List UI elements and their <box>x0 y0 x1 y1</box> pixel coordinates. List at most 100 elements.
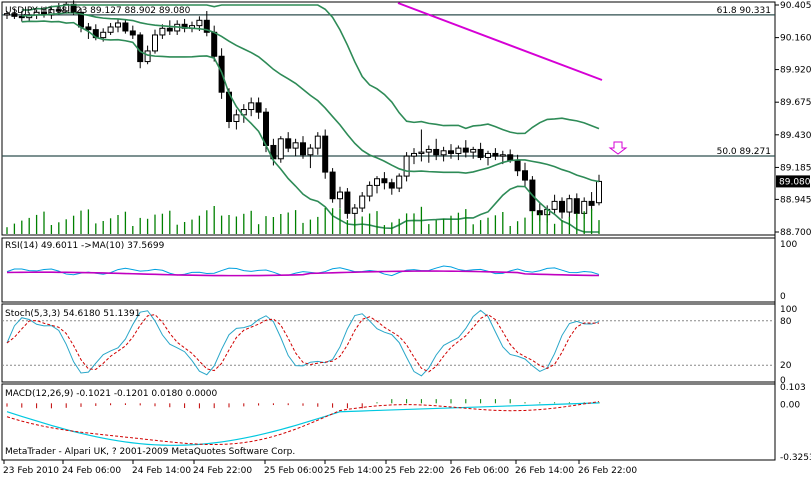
candle-bull <box>418 151 425 154</box>
main-header: USDJPY,H1 88.923 89.127 88.902 89.080 <box>5 6 191 16</box>
candle-bull <box>551 200 558 210</box>
price-axis-label: 90.160 <box>780 34 811 44</box>
candle-bear <box>255 102 262 113</box>
price-axis-label: 89.675 <box>780 98 811 108</box>
candle-bear <box>559 200 565 213</box>
fib-label: 50.0 89.271 <box>717 147 771 157</box>
price-axis-label: 90.405 <box>780 1 811 11</box>
candle-bear <box>129 30 136 36</box>
fib-label: 61.8 90.331 <box>717 6 771 16</box>
candle-bear <box>203 19 210 33</box>
stoch-header: Stoch(5,3,3) 54.6180 51.1391 <box>5 309 141 319</box>
candle-bear <box>122 22 129 32</box>
stoch-axis-label: 80 <box>780 317 792 327</box>
candle-bear <box>329 171 336 200</box>
candle-bull <box>374 178 380 186</box>
candle-bear <box>85 26 92 31</box>
candle-bear <box>322 135 329 173</box>
down-arrow-icon <box>608 141 628 155</box>
candle-bear <box>18 15 25 19</box>
candle-bull <box>100 31 107 39</box>
candle-bull <box>403 155 410 177</box>
candle-bear <box>388 182 395 189</box>
price-axis-label: 89.430 <box>780 131 811 141</box>
candle-bull <box>277 138 284 160</box>
rsi-ma-line <box>6 270 600 277</box>
time-axis-label: 26 Feb 22:00 <box>578 466 637 476</box>
macd-main-line <box>6 402 600 446</box>
time-axis-label: 23 Feb 2010 <box>3 466 59 476</box>
candle-bull <box>470 148 477 153</box>
current-price-box <box>776 175 810 188</box>
candle-bull <box>425 148 432 153</box>
bollinger-upper <box>21 4 600 135</box>
candle-bear <box>522 170 528 181</box>
time-axis-label: 24 Feb 14:00 <box>132 466 191 476</box>
candle-bull <box>196 19 203 27</box>
candle-bear <box>166 27 173 32</box>
macd-signal-line <box>6 401 600 446</box>
rsi-axis-label: 0 <box>780 292 786 302</box>
candle-bull <box>366 184 373 197</box>
candle-bull <box>248 102 255 111</box>
price-axis-label: 88.700 <box>780 228 811 238</box>
time-axis-label: 25 Feb 06:00 <box>264 466 323 476</box>
candle-bull <box>411 152 417 157</box>
candle-bear <box>492 152 499 157</box>
time-axis-label: 26 Feb 06:00 <box>450 466 509 476</box>
time-axis-label: 24 Feb 22:00 <box>193 466 252 476</box>
candle-bull <box>107 26 114 33</box>
stoch-signal-line <box>6 313 600 373</box>
candle-bull <box>396 175 403 189</box>
candle-bear <box>285 138 292 149</box>
candle-bull <box>499 154 506 157</box>
candle-bear <box>211 31 218 57</box>
time-axis-label: 25 Feb 14:00 <box>324 466 383 476</box>
candle-bull <box>596 180 602 204</box>
time-axis-label: 25 Feb 22:00 <box>385 466 444 476</box>
price-axis-label: 89.185 <box>780 163 811 173</box>
stoch-axis-label: 100 <box>780 305 797 315</box>
candle-bear <box>11 13 18 17</box>
candle-bear <box>344 191 351 214</box>
current-price-label: 89.080 <box>779 177 811 187</box>
price-axis-label: 88.945 <box>780 195 811 205</box>
rsi-header: RSI(14) 49.6011 ->MA(10) 37.5699 <box>5 241 165 251</box>
candle-bear <box>433 148 440 156</box>
macd-axis-label: 0.103 <box>780 383 806 393</box>
candle-bear <box>55 9 62 12</box>
candle-bear <box>588 200 595 206</box>
candle-bear <box>507 154 514 161</box>
candle-bull <box>337 191 343 200</box>
stoch-main-line <box>6 309 600 377</box>
candle-bull <box>152 34 158 52</box>
rsi-axis-label: 100 <box>780 240 797 250</box>
candle-bear <box>462 147 469 153</box>
candle-bull <box>359 195 366 209</box>
trend-line <box>397 2 603 81</box>
stoch-axis-label: 20 <box>780 361 792 371</box>
candle-bear <box>514 159 521 172</box>
candle-bear <box>477 148 484 158</box>
candle-bear <box>300 142 306 156</box>
candle-bear <box>448 150 454 154</box>
copyright-text: MetaTrader - Alpari UK, ? 2001-2009 Meta… <box>5 447 296 457</box>
price-axis-label: 89.920 <box>780 66 811 76</box>
candle-bull <box>4 13 10 16</box>
bollinger-lower <box>21 20 599 233</box>
bollinger-middle <box>21 11 600 183</box>
candle-bull <box>314 135 321 149</box>
candle-bull <box>115 22 121 28</box>
candle-bear <box>573 198 580 214</box>
candle-bull <box>233 114 240 122</box>
candle-bull <box>455 147 462 154</box>
macd-axis-label: -0.3253 <box>780 453 811 463</box>
time-axis-label: 24 Feb 06:00 <box>62 466 121 476</box>
candle-bull <box>566 198 573 213</box>
macd-header: MACD(12,26,9) -0.1021 -0.1201 0.0180 0.0… <box>5 389 218 399</box>
candle-bull <box>159 27 166 36</box>
candle-bear <box>381 178 388 184</box>
panel-frame-0 <box>1 1 776 236</box>
candle-bull <box>292 142 299 149</box>
